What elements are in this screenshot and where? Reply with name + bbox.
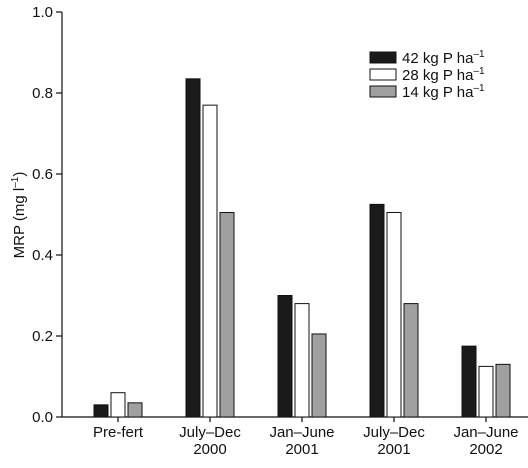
bar [294,303,310,418]
legend-text: 28 kg P ha [402,67,474,84]
legend-sup: –1 [473,49,485,60]
y-tick-label: 0.6 [32,166,53,183]
legend-label: 28 kg P ha–1 [402,66,485,84]
bar [386,211,402,418]
x-tick-label: July–Dec [179,424,241,441]
y-label-text: ) [11,172,28,177]
bar [93,404,109,418]
bar [219,211,235,418]
legend-swatch [369,85,397,98]
legend-text: 42 kg P ha [402,50,474,67]
y-tick-label: 0.2 [32,328,53,345]
bar [461,345,477,418]
legend-swatch [369,68,397,81]
y-tick-label: 0.4 [32,247,53,264]
bar [495,363,511,418]
legend-sup: –1 [473,66,485,77]
bar [202,104,218,418]
bar [478,365,494,418]
x-tick-label: 2001 [377,441,410,458]
y-label-text: MRP (mg l [11,188,28,259]
legend-sup: –1 [473,83,485,94]
x-tick-label: Jan–June [269,424,334,441]
bar [277,295,293,418]
y-label-sup: –1 [10,176,21,188]
bar [369,203,385,418]
x-tick-label: 2002 [469,441,502,458]
x-tick-label: Jan–June [453,424,518,441]
bar [110,392,126,418]
x-tick-label: 2000 [193,441,226,458]
bar [127,402,143,418]
y-axis-label: MRP (mg l–1) [10,172,28,259]
legend-swatch [369,51,397,64]
y-tick-label: 1.0 [32,4,53,21]
y-tick-label: 0.8 [32,85,53,102]
bar [311,333,327,418]
legend-text: 14 kg P ha [402,84,474,101]
x-tick-label: July–Dec [363,424,425,441]
x-tick-label: Pre-fert [93,424,144,441]
y-tick-label: 0.0 [32,409,53,426]
x-tick-label: 2001 [285,441,318,458]
bar [185,78,201,418]
bar [403,303,419,418]
legend-label: 42 kg P ha–1 [402,49,485,67]
legend-label: 14 kg P ha–1 [402,83,485,101]
